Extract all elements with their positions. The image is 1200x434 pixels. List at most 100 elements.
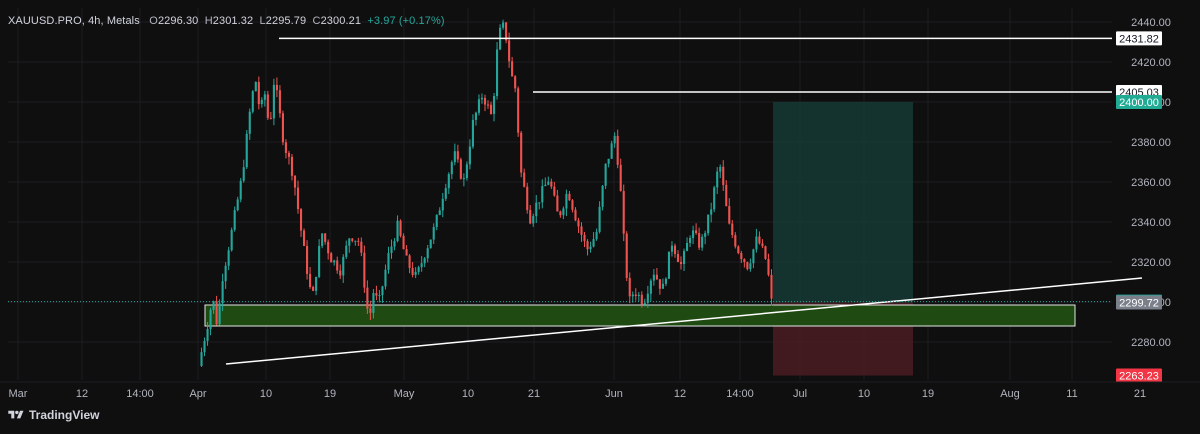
candle-body [713, 187, 716, 210]
candle [327, 239, 330, 260]
candle-body [402, 235, 405, 250]
level-badge-bg [1116, 31, 1162, 46]
candle [713, 185, 716, 213]
candle [676, 250, 680, 263]
candle [318, 239, 321, 279]
candle [339, 264, 342, 280]
candle [749, 258, 752, 272]
entry-badge[interactable]: 2299.72 [1116, 295, 1162, 310]
candle-body [399, 220, 402, 236]
candle-body [287, 152, 291, 157]
candle-body [737, 246, 740, 254]
timeframe[interactable]: 4h [88, 15, 101, 27]
time-axis[interactable]: Mar 12 14:00 Apr 10 19 May 10 21 Jun 12 14:00 Jul 10 1… [0, 381, 1200, 400]
trendline[interactable] [225, 277, 1143, 365]
price-tick-label: 2380.00 [1131, 137, 1171, 149]
candle [312, 285, 315, 292]
candle-body [725, 184, 728, 207]
candle [245, 130, 248, 170]
candle [547, 176, 550, 186]
candle [499, 24, 502, 51]
candle-body [544, 184, 547, 187]
candle [737, 245, 740, 255]
target-badge[interactable]: 2400.00 [1116, 95, 1162, 109]
candle [411, 262, 414, 278]
candle-body [474, 112, 478, 120]
open-value: 2296.30 [157, 15, 199, 27]
candle-body [746, 262, 749, 270]
candle-body [348, 238, 351, 246]
candle-body [679, 261, 683, 264]
candle-body [495, 49, 499, 97]
candle [477, 94, 481, 116]
candle-body [520, 132, 523, 173]
candle [731, 220, 734, 239]
candle [616, 129, 619, 169]
price-axis[interactable]: 2280.002300.002320.002340.002360.002380.… [1116, 17, 1171, 383]
candle-body [429, 239, 432, 249]
level-badge[interactable]: 2431.82 [1116, 31, 1162, 46]
candle [655, 268, 658, 280]
entry-badge-text: 2299.72 [1119, 298, 1159, 310]
time-tick-label: 19 [922, 388, 934, 400]
candle [728, 198, 731, 225]
symbol-name[interactable]: XAUUSD.PRO [8, 15, 82, 27]
time-tick-label: Apr [189, 388, 206, 400]
time-tick-label: 10 [462, 388, 474, 400]
candle [363, 245, 366, 293]
candle-body [595, 231, 598, 240]
candle-body [206, 329, 209, 342]
candle [544, 177, 547, 187]
stop-badge[interactable]: 2263.23 [1116, 368, 1162, 383]
candle [296, 180, 300, 214]
candle-body [707, 214, 710, 234]
candle [218, 299, 221, 326]
candle-body [327, 241, 330, 254]
candle-body [221, 281, 224, 304]
candle [649, 278, 652, 302]
candle [574, 207, 577, 222]
candle-body [716, 171, 719, 188]
candle-body [541, 186, 544, 203]
candle [438, 207, 441, 216]
candle [269, 111, 272, 120]
candle [399, 219, 402, 238]
candle [230, 227, 233, 252]
candle-body [752, 249, 755, 264]
candle-body [764, 246, 767, 259]
candle [281, 110, 284, 146]
candle [306, 240, 309, 280]
candle-body [309, 273, 312, 287]
drawings[interactable] [8, 37, 1143, 365]
candle [631, 291, 634, 303]
time-tick-label: 21 [528, 388, 540, 400]
time-tick-label: Mar [9, 388, 28, 400]
candle-body [529, 209, 532, 224]
candle [450, 160, 453, 180]
candle-body [613, 135, 616, 144]
candle-body [306, 245, 309, 274]
candle-body [354, 240, 357, 242]
tradingview-logo[interactable]: TradingView [7, 408, 99, 422]
candle [227, 246, 230, 271]
candle [664, 277, 667, 287]
candle [333, 259, 336, 266]
candle-body [480, 97, 484, 100]
time-tick-label: 12 [76, 388, 88, 400]
candle [767, 253, 770, 277]
candle [740, 250, 743, 263]
candle [538, 202, 541, 210]
candle [692, 225, 695, 245]
candle-body [758, 236, 761, 244]
candle-body [269, 117, 272, 119]
candle-body [580, 226, 583, 235]
candle [743, 258, 746, 268]
candle-body [538, 202, 541, 204]
candle [315, 276, 318, 296]
candle [670, 241, 674, 257]
candle [679, 256, 683, 270]
candle-body [284, 142, 288, 153]
candle-body [689, 237, 692, 243]
